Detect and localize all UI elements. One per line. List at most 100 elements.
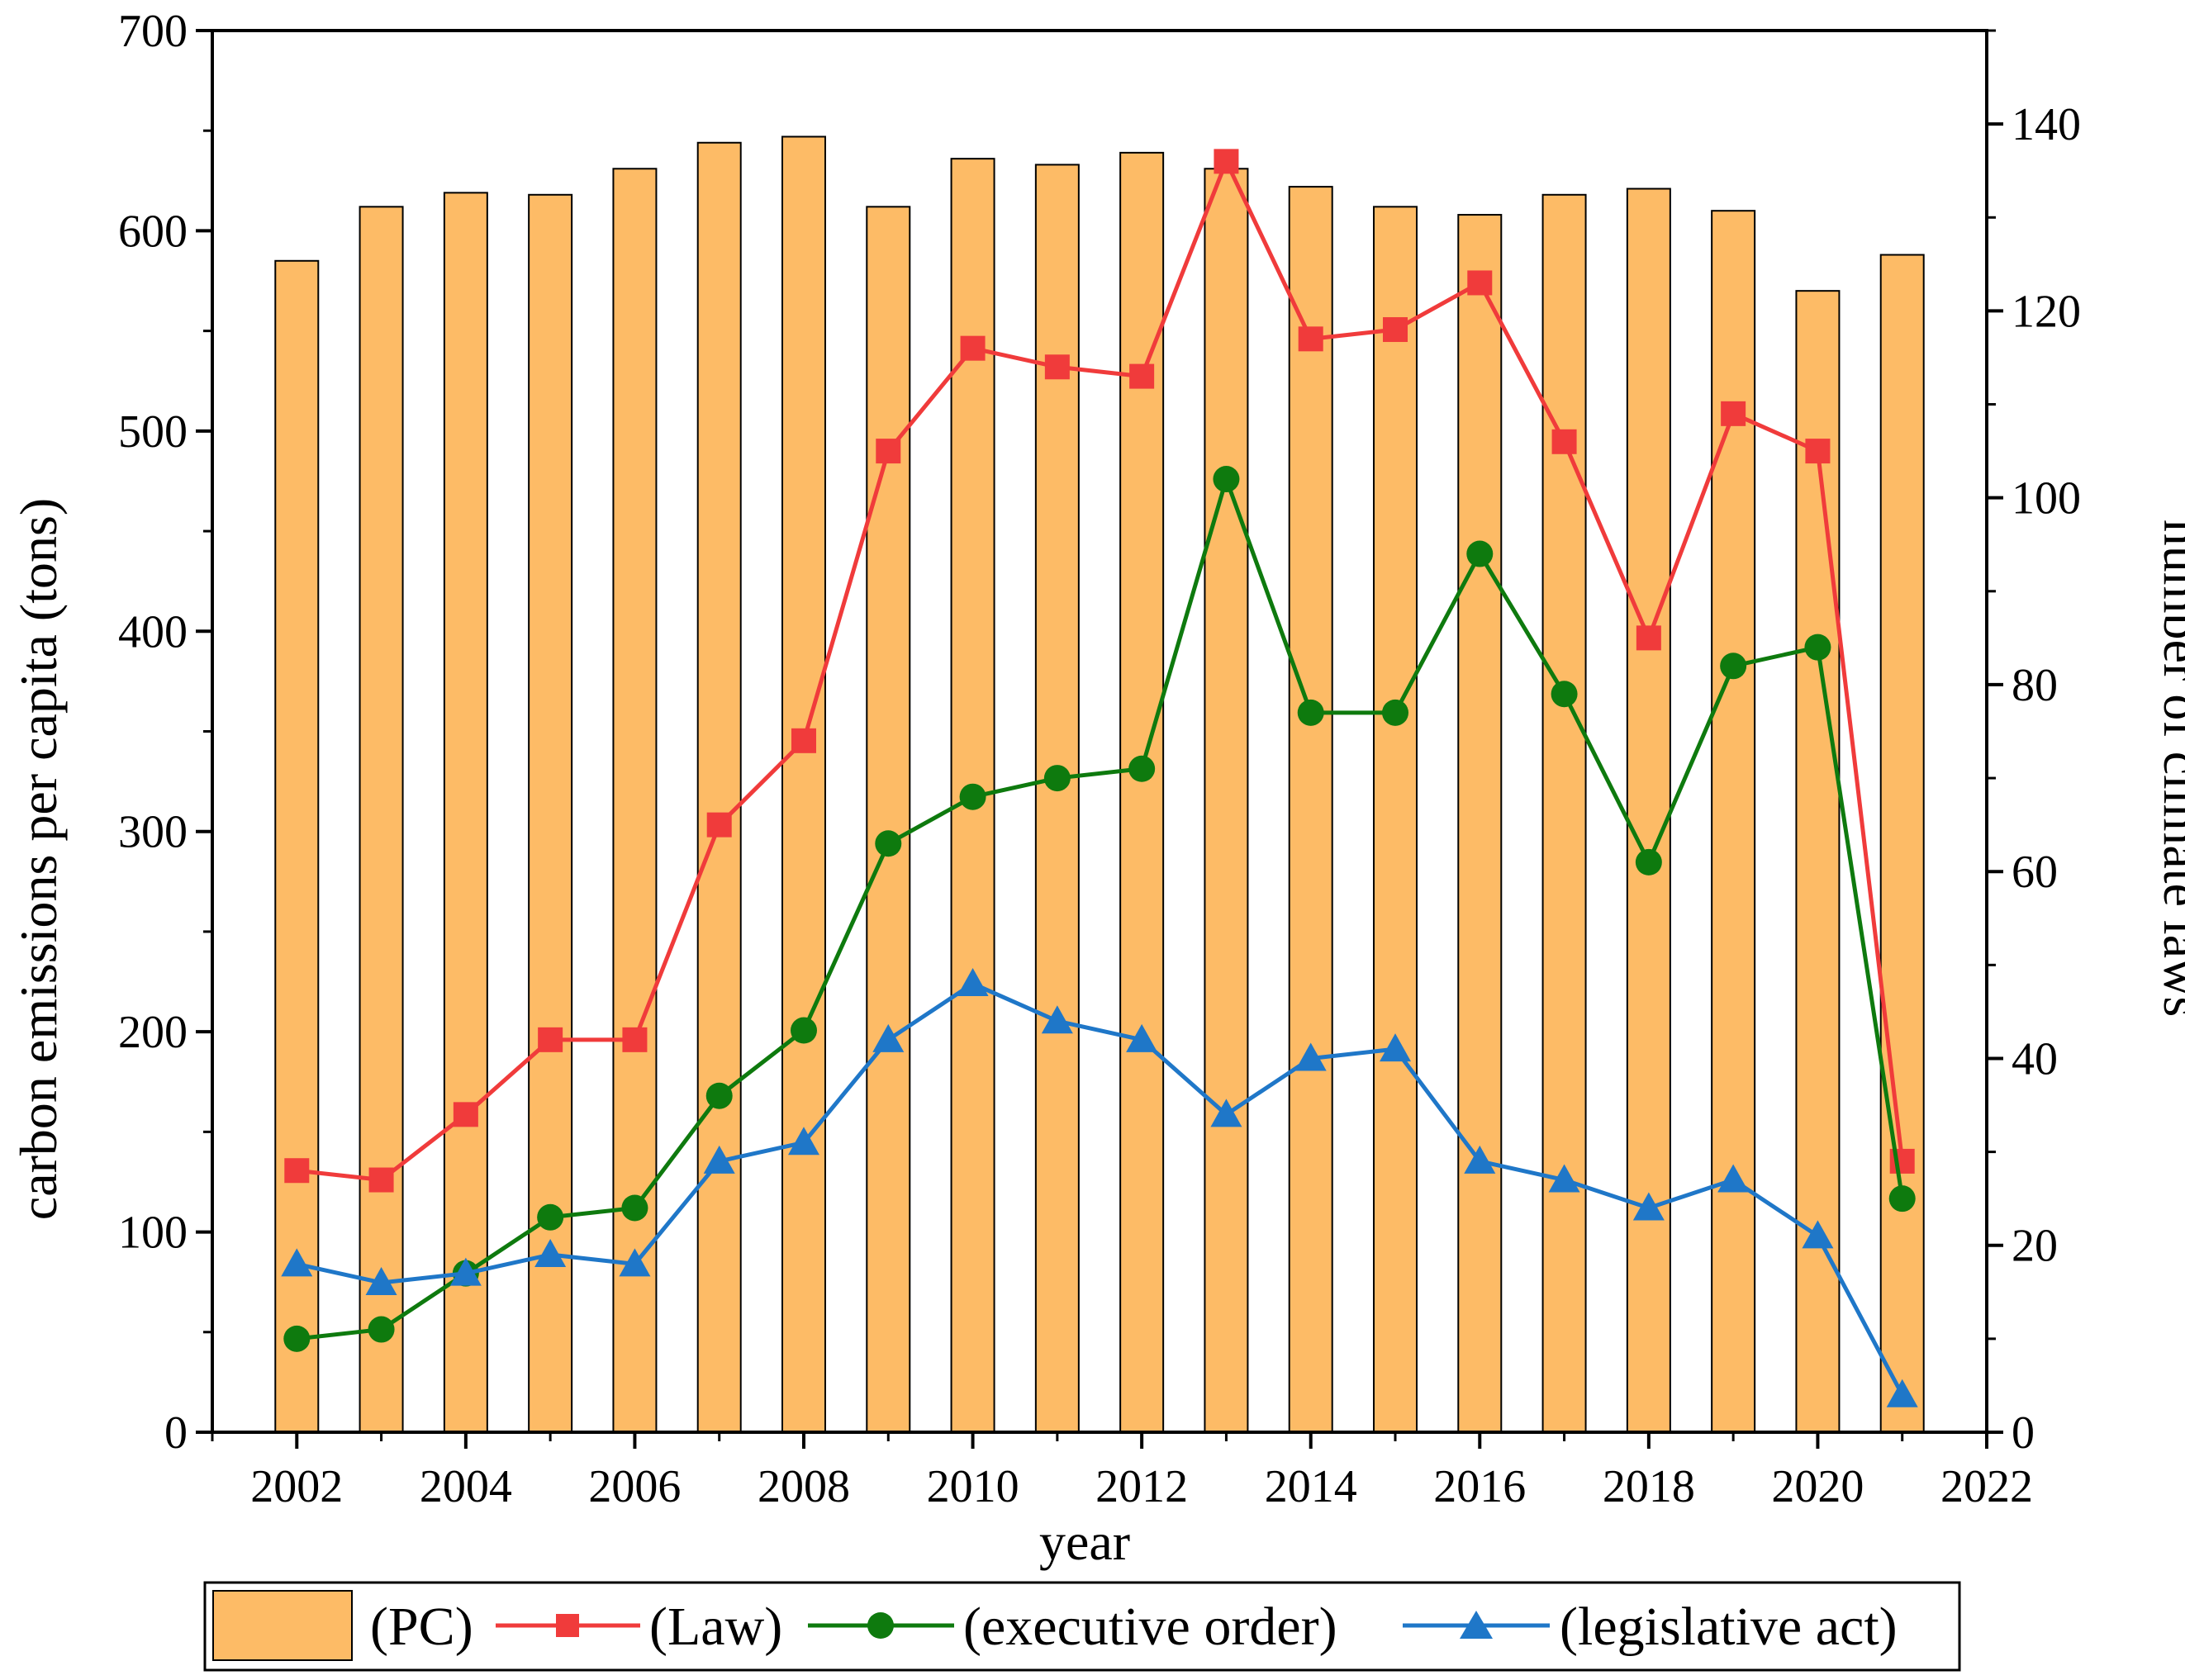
point-law-2003 [368,1167,394,1193]
bar-2018 [1626,187,1671,1434]
point-executive-order-2014 [1297,699,1324,726]
point-legislative-act-2003 [365,1266,397,1295]
bar-2003 [359,206,404,1433]
y2-tick-label-20: 20 [2012,1221,2058,1272]
bar-2019 [1711,210,1756,1434]
y2-tick-label-0: 0 [2012,1407,2035,1459]
legend-executive-order-marker [867,1612,894,1639]
point-law-2020 [1805,439,1831,464]
y-tick-label-600: 600 [118,206,188,257]
lines-layer [281,149,1918,1407]
x-tick-label-2016: 2016 [1433,1461,1526,1512]
point-law-2012 [1129,363,1155,389]
x-tick-label-2004: 2004 [420,1461,512,1512]
y-tick-label-700: 700 [118,6,188,57]
point-executive-order-2005 [537,1203,564,1231]
point-law-2016 [1467,270,1493,296]
point-law-2007 [706,812,732,838]
point-legislative-act-2020 [1802,1220,1834,1249]
y2-tick-label-80: 80 [2012,660,2058,711]
point-executive-order-2010 [959,783,986,810]
bar-2021 [1879,254,1925,1433]
bar-2002 [274,259,320,1433]
x-tick-label-2020: 2020 [1771,1461,1864,1512]
point-legislative-act-2005 [534,1239,567,1268]
legend-label-law: (Law) [649,1597,782,1657]
point-law-2004 [453,1102,478,1127]
point-law-2002 [284,1158,310,1184]
y-tick-label-0: 0 [164,1407,188,1459]
point-law-2017 [1551,429,1577,454]
y2-tick-label-60: 60 [2012,847,2058,898]
point-executive-order-2018 [1635,848,1662,876]
point-legislative-act-2016 [1464,1145,1496,1174]
point-legislative-act-2013 [1210,1099,1242,1127]
point-executive-order-2006 [621,1194,648,1222]
point-executive-order-2008 [791,1017,817,1044]
x-tick-label-2002: 2002 [250,1461,343,1512]
legend: (PC) (Law) (executive order) (legislativ… [203,1581,1961,1672]
point-executive-order-2003 [368,1316,395,1343]
point-law-2014 [1298,326,1323,352]
point-executive-order-2009 [875,830,902,857]
x-tick-label-2006: 2006 [588,1461,681,1512]
series-line-executive-order [297,477,1905,1341]
y2-tick-label-140: 140 [2012,99,2081,150]
x-tick-label-2012: 2012 [1095,1461,1188,1512]
y-tick-label-300: 300 [118,807,188,858]
ticks-layer: 0 100 200 300 400 500 600 700 0 20 40 60 80 100 120 140… [118,6,2081,1512]
point-legislative-act-2017 [1548,1164,1580,1193]
y-tick-label-100: 100 [118,1208,188,1259]
point-law-2013 [1214,149,1239,174]
point-law-2005 [538,1027,563,1052]
bar-2016 [1457,214,1503,1433]
y-tick-label-500: 500 [118,406,188,458]
point-legislative-act-2010 [957,967,989,996]
point-executive-order-2019 [1720,653,1747,680]
bar-2013 [1204,168,1249,1433]
point-law-2018 [1636,625,1661,651]
point-legislative-act-2018 [1632,1192,1665,1221]
point-legislative-act-2015 [1380,1033,1411,1062]
point-law-2008 [791,728,816,753]
bar-2007 [696,141,742,1433]
legend-label-legislative-act: (legislative act) [1560,1597,1898,1657]
point-executive-order-2021 [1888,1185,1916,1213]
y2-tick-label-100: 100 [2012,473,2081,524]
y-tick-label-200: 200 [118,1007,188,1058]
y2-tick-label-120: 120 [2012,286,2081,337]
y-tick-label-400: 400 [118,606,188,657]
legend-law-marker [556,1614,579,1637]
point-legislative-act-2019 [1717,1164,1750,1193]
legend-label-pc: (PC) [370,1597,473,1657]
point-legislative-act-2007 [703,1145,735,1174]
point-legislative-act-2012 [1126,1023,1158,1052]
point-executive-order-2016 [1466,540,1494,567]
x-tick-label-2010: 2010 [927,1461,1019,1512]
point-law-2009 [876,439,901,464]
point-executive-order-2007 [705,1082,733,1109]
point-executive-order-2012 [1128,755,1156,782]
point-legislative-act-2009 [872,1023,905,1052]
x-axis-title: year [1039,1512,1130,1571]
y2-axis-title: number of climate laws [2153,520,2185,1017]
bar-2008 [781,135,826,1433]
point-executive-order-2013 [1213,466,1240,493]
point-executive-order-2011 [1043,765,1071,792]
y2-tick-label-40: 40 [2012,1033,2058,1084]
point-legislative-act-2002 [281,1248,313,1277]
point-law-2010 [960,335,986,361]
point-executive-order-2002 [283,1325,311,1352]
point-law-2011 [1044,354,1070,380]
point-law-2019 [1721,401,1746,426]
point-executive-order-2020 [1804,634,1831,661]
point-legislative-act-2004 [449,1257,482,1286]
series-line-law [297,159,1905,1183]
point-legislative-act-2006 [619,1248,651,1277]
point-executive-order-2015 [1382,699,1408,726]
legend-legislative-act-marker [1460,1611,1493,1639]
bar-2009 [866,206,911,1433]
bar-2014 [1288,186,1333,1434]
